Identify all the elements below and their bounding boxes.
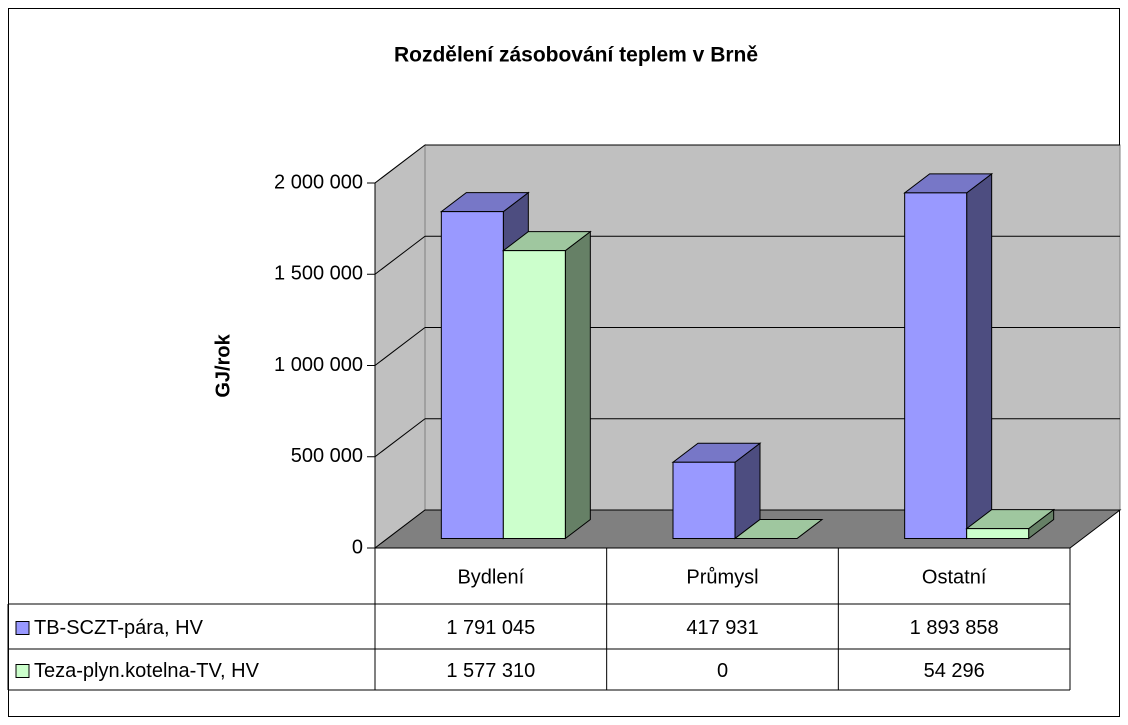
- bar-side: [564, 230, 591, 540]
- bar: [502, 250, 566, 539]
- y-tick-label: 1 500 000: [274, 263, 363, 285]
- data-label: 0: [717, 660, 728, 682]
- x-tick-label: Bydlení: [457, 566, 524, 588]
- data-label: 1 577 310: [446, 660, 535, 682]
- grid-line: [374, 235, 426, 275]
- y-tick-label: 500 000: [291, 445, 363, 467]
- legend-label: TB-SCZT-pára, HV: [34, 617, 204, 639]
- bar-side: [966, 172, 993, 540]
- data-label: 1 791 045: [446, 617, 535, 639]
- legend-label: Teza-plyn.kotelna-TV, HV: [34, 660, 260, 682]
- data-label: 417 931: [686, 617, 758, 639]
- bar: [672, 461, 736, 539]
- legend-key: [15, 664, 30, 678]
- bar: [904, 192, 968, 539]
- data-label: 54 296: [924, 660, 985, 682]
- legend-key: [15, 621, 30, 635]
- data-label: 1 893 858: [910, 617, 999, 639]
- x-tick-label: Průmysl: [686, 566, 758, 588]
- grid-line: [374, 418, 426, 458]
- grid-line: [374, 144, 426, 184]
- x-tick-label: Ostatní: [922, 566, 987, 588]
- bar: [440, 211, 504, 539]
- grid-line: [374, 327, 426, 366]
- y-axis-label: GJ/rok: [212, 333, 234, 397]
- y-tick-label: 1 000 000: [274, 354, 363, 376]
- y-tick-label: 2 000 000: [274, 171, 363, 193]
- bar: [966, 528, 1030, 539]
- y-tick-label: 0: [352, 536, 363, 558]
- chart-title: Rozdělení zásobování teplem v Brně: [394, 44, 758, 67]
